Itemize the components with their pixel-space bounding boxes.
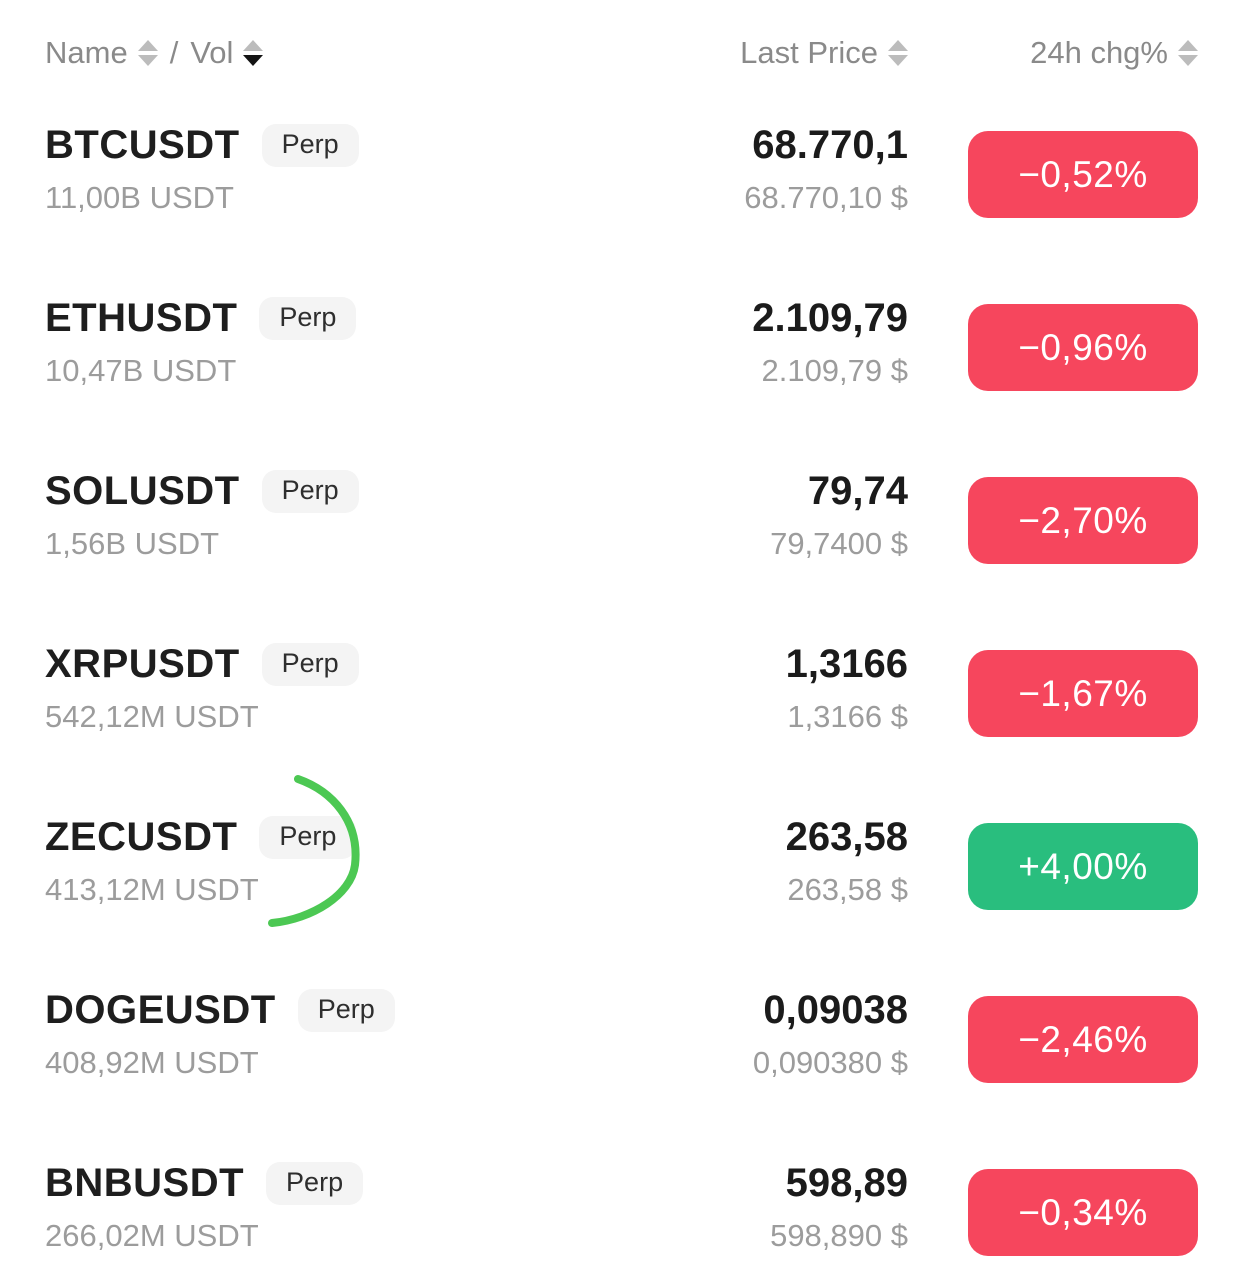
change-24h-value: −2,70%: [1018, 499, 1148, 541]
pair-volume: 11,00B USDT: [45, 180, 234, 215]
last-price-usd: 2.109,79 $: [761, 353, 908, 388]
change-24h-value: −0,34%: [1018, 1191, 1148, 1233]
column-header-name-vol[interactable]: Name / Vol: [45, 35, 658, 71]
chg-column-label[interactable]: 24h chg%: [1030, 35, 1168, 70]
contract-type-badge: Perp: [266, 1161, 364, 1205]
name-column-label[interactable]: Name: [45, 35, 128, 70]
pair-volume: 1,56B USDT: [45, 526, 220, 561]
change-24h-value: +4,00%: [1018, 845, 1148, 887]
price-info: 68.770,1 68.770,10 $: [658, 119, 908, 217]
last-price-usd: 598,890 $: [770, 1218, 908, 1253]
pair-symbol: ZECUSDT: [45, 814, 238, 859]
market-row[interactable]: DOGEUSDT Perp 408,92M USDT 0,09038 0,090…: [45, 976, 1198, 1149]
last-price-usd: 0,090380 $: [752, 1045, 908, 1080]
sort-up-arrow-icon: [243, 40, 264, 51]
sort-up-arrow-icon: [1178, 40, 1198, 51]
change-24h-badge[interactable]: −0,34%: [968, 1169, 1198, 1256]
column-header-last-price[interactable]: Last Price: [658, 35, 908, 71]
last-price: 598,89: [785, 1161, 908, 1205]
last-price-usd: 1,3166 $: [787, 699, 908, 734]
change-24h-badge[interactable]: −0,96%: [968, 304, 1198, 391]
change-24h-value: −0,52%: [1018, 153, 1148, 195]
market-row[interactable]: XRPUSDT Perp 542,12M USDT 1,3166 1,3166 …: [45, 630, 1198, 803]
sort-icon-24h-change[interactable]: [1178, 40, 1198, 66]
contract-type-badge: Perp: [261, 469, 359, 513]
market-list-screen: Name / Vol Last Price 24h chg%: [0, 30, 1243, 1280]
price-info: 263,58 263,58 $: [658, 811, 908, 909]
market-row[interactable]: BTCUSDT Perp 11,00B USDT 68.770,1 68.770…: [45, 111, 1198, 284]
change-24h-value: −0,96%: [1018, 326, 1148, 368]
pair-info: DOGEUSDT Perp 408,92M USDT: [45, 984, 658, 1082]
change-24h-badge[interactable]: +4,00%: [968, 823, 1198, 910]
sort-down-arrow-icon: [137, 55, 158, 66]
pair-volume: 10,47B USDT: [45, 353, 237, 388]
last-price: 2.109,79: [752, 296, 908, 340]
pair-volume: 408,92M USDT: [45, 1045, 259, 1080]
sort-up-arrow-icon: [137, 40, 158, 51]
pair-volume: 542,12M USDT: [45, 699, 259, 734]
change-24h-badge[interactable]: −1,67%: [968, 650, 1198, 737]
price-info: 2.109,79 2.109,79 $: [658, 292, 908, 390]
pair-volume: 266,02M USDT: [45, 1218, 259, 1253]
change-24h-badge[interactable]: −2,70%: [968, 477, 1198, 564]
column-header-24h-change[interactable]: 24h chg%: [968, 35, 1198, 71]
table-header: Name / Vol Last Price 24h chg%: [45, 30, 1198, 76]
last-price-column-label[interactable]: Last Price: [740, 35, 878, 70]
market-row[interactable]: ETHUSDT Perp 10,47B USDT 2.109,79 2.109,…: [45, 284, 1198, 457]
contract-type-badge: Perp: [297, 988, 395, 1032]
change-24h-value: −1,67%: [1018, 672, 1148, 714]
last-price-usd: 263,58 $: [787, 872, 908, 907]
market-row[interactable]: ZECUSDT Perp 413,12M USDT 263,58 263,58 …: [45, 775, 1198, 976]
sort-icon-vol[interactable]: [243, 40, 264, 66]
sort-up-arrow-icon: [888, 40, 908, 51]
last-price: 1,3166: [785, 642, 908, 686]
header-separator: /: [169, 35, 179, 70]
pair-symbol: SOLUSDT: [45, 468, 240, 513]
pair-volume: 413,12M USDT: [45, 872, 259, 907]
contract-type-badge: Perp: [259, 815, 357, 859]
last-price: 263,58: [785, 815, 908, 859]
market-row[interactable]: BNBUSDT Perp 266,02M USDT 598,89 598,890…: [45, 1149, 1198, 1280]
market-rows-list: BTCUSDT Perp 11,00B USDT 68.770,1 68.770…: [45, 111, 1198, 1280]
pair-info: ZECUSDT Perp 413,12M USDT: [45, 775, 658, 927]
pair-symbol: BTCUSDT: [45, 122, 240, 167]
contract-type-badge: Perp: [261, 642, 359, 686]
contract-type-badge: Perp: [261, 123, 359, 167]
price-info: 0,09038 0,090380 $: [658, 984, 908, 1082]
sort-down-arrow-icon: [888, 55, 908, 66]
pair-symbol: XRPUSDT: [45, 641, 240, 686]
sort-down-arrow-icon: [243, 55, 264, 66]
last-price: 68.770,1: [752, 123, 908, 167]
price-info: 79,74 79,7400 $: [658, 465, 908, 563]
pair-info: BNBUSDT Perp 266,02M USDT: [45, 1157, 658, 1255]
change-24h-value: −2,46%: [1018, 1018, 1148, 1060]
contract-type-badge: Perp: [259, 296, 357, 340]
sort-down-arrow-icon: [1178, 55, 1198, 66]
vol-column-label[interactable]: Vol: [190, 35, 234, 70]
price-info: 598,89 598,890 $: [658, 1157, 908, 1255]
price-info: 1,3166 1,3166 $: [658, 638, 908, 736]
last-price-usd: 79,7400 $: [770, 526, 908, 561]
market-row[interactable]: SOLUSDT Perp 1,56B USDT 79,74 79,7400 $ …: [45, 457, 1198, 630]
pair-info: ETHUSDT Perp 10,47B USDT: [45, 292, 658, 390]
pair-info: XRPUSDT Perp 542,12M USDT: [45, 638, 658, 736]
last-price-usd: 68.770,10 $: [744, 180, 908, 215]
last-price: 0,09038: [763, 988, 908, 1032]
pair-symbol: ETHUSDT: [45, 295, 238, 340]
sort-icon-last-price[interactable]: [888, 40, 908, 66]
pair-symbol: BNBUSDT: [45, 1160, 245, 1205]
sort-icon-name[interactable]: [137, 40, 158, 66]
change-24h-badge[interactable]: −0,52%: [968, 131, 1198, 218]
pair-symbol: DOGEUSDT: [45, 987, 276, 1032]
pair-info: BTCUSDT Perp 11,00B USDT: [45, 119, 658, 217]
last-price: 79,74: [807, 469, 908, 513]
pair-info: SOLUSDT Perp 1,56B USDT: [45, 465, 658, 563]
change-24h-badge[interactable]: −2,46%: [968, 996, 1198, 1083]
